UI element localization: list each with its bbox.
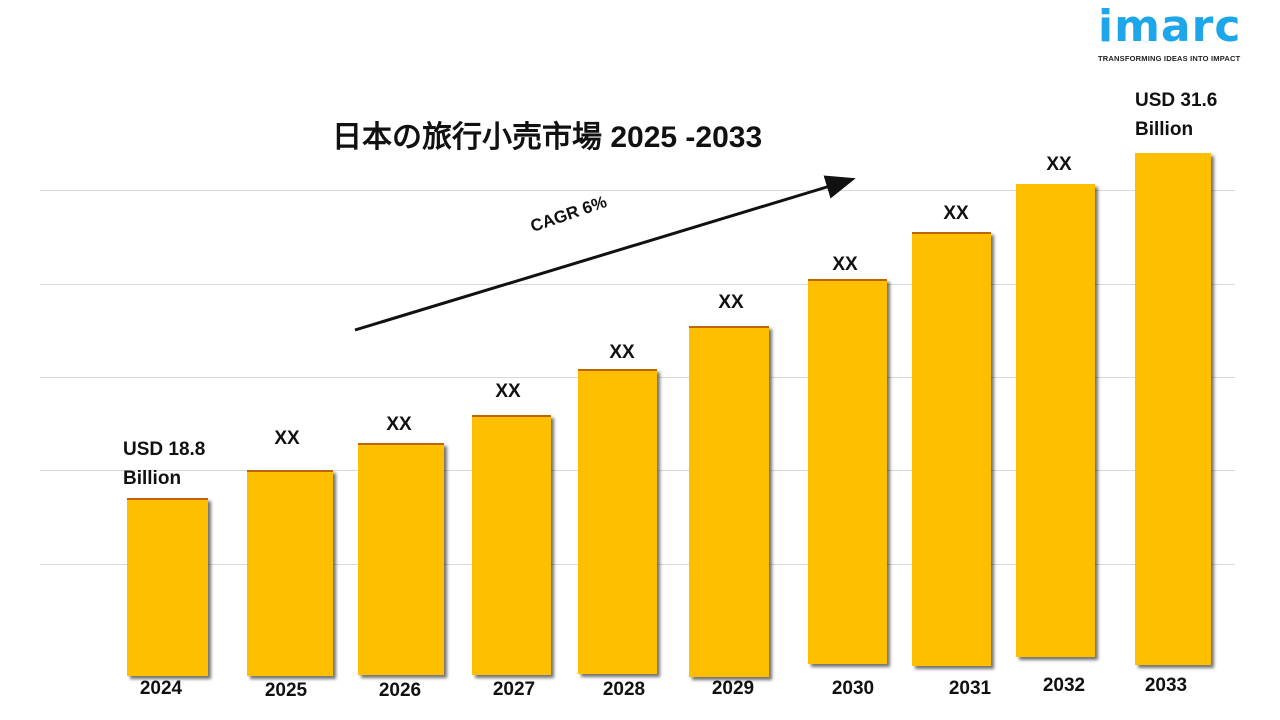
imarc-logo: imarc TRANSFORMING IDEAS INTO IMPACT (1098, 1, 1258, 64)
bar-2024 (127, 498, 208, 676)
value-label-2028: XX (609, 342, 635, 363)
bar-2033 (1135, 153, 1211, 665)
value-label-2030: XX (832, 254, 858, 275)
bar-2028 (578, 369, 657, 674)
year-label-2031: 2031 (948, 678, 992, 699)
value-label-2026: XX (386, 414, 412, 435)
end-value-label: USD 31.6 Billion (1135, 86, 1217, 144)
year-label-2026: 2026 (378, 680, 422, 701)
year-label-2033: 2033 (1144, 675, 1188, 696)
year-label-2025: 2025 (264, 680, 308, 701)
chart-title: 日本の旅行小売市場 2025 -2033 (332, 121, 763, 154)
value-label-2029: XX (718, 292, 744, 313)
gridline (40, 284, 1235, 285)
value-label-2025: XX (274, 428, 300, 449)
year-label-2028: 2028 (602, 679, 646, 700)
gridline (40, 190, 1235, 191)
start-value-line1: USD 18.8 (123, 439, 206, 460)
year-label-2029: 2029 (711, 678, 755, 699)
value-label-2031: XX (943, 203, 969, 224)
bar-2027 (472, 415, 551, 675)
year-label-2024: 2024 (139, 678, 183, 699)
value-label-2032: XX (1046, 154, 1072, 175)
year-label-2032: 2032 (1042, 675, 1086, 696)
start-value-line2: Billion (123, 468, 182, 489)
end-value-line2: Billion (1135, 119, 1194, 140)
year-label-2027: 2027 (492, 679, 536, 700)
bar-2029 (689, 326, 769, 677)
logo-tagline: TRANSFORMING IDEAS INTO IMPACT (1098, 54, 1241, 63)
bar-2025 (247, 470, 333, 676)
bar-2026 (358, 443, 444, 675)
end-value-line1: USD 31.6 (1135, 90, 1218, 111)
value-label-2027: XX (495, 381, 521, 402)
bar-2031 (912, 232, 991, 666)
year-label-2030: 2030 (831, 678, 875, 699)
bar-2032 (1016, 184, 1095, 657)
logo-wordmark: imarc (1098, 1, 1242, 52)
start-value-label: USD 18.8 Billion (123, 435, 205, 493)
bar-2030 (808, 279, 887, 664)
